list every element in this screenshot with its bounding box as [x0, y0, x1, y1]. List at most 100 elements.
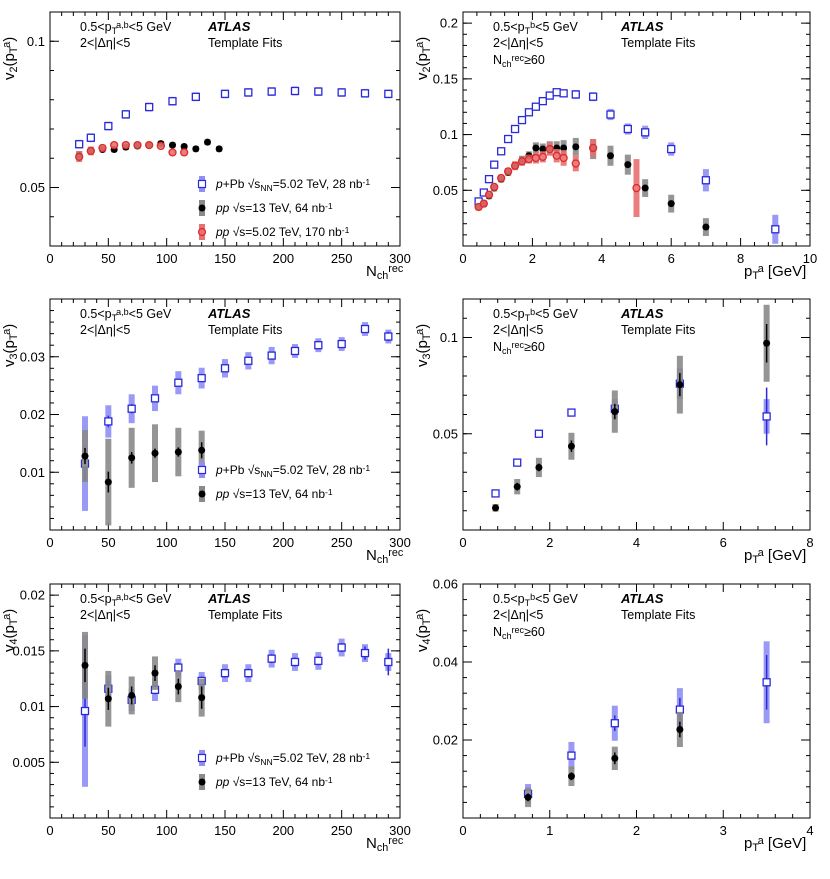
- template-fits-label: Template Fits: [208, 608, 282, 622]
- series-ppb: [75, 86, 393, 149]
- y-axis-title: v2(pTa): [414, 37, 433, 80]
- x-tick-label: 250: [331, 251, 353, 266]
- atlas-label: ATLAS: [620, 306, 664, 321]
- data-point: [484, 190, 494, 199]
- data-point: [667, 200, 675, 208]
- plot-frame: [462, 11, 811, 247]
- y-axis-title: v3(pTa): [1, 324, 20, 367]
- panel-v4-vs-nch: 0 50 100 150 200 250 300 0.005 0.01 0.015 0.02 Nchr…: [1, 583, 411, 854]
- data-point: [497, 147, 506, 156]
- data-point: [479, 199, 488, 208]
- data-point: [168, 148, 177, 157]
- data-point: [503, 167, 513, 176]
- data-point: [360, 648, 370, 658]
- x-tick-label: 6: [668, 251, 675, 266]
- sys-band: [181, 149, 188, 156]
- x-tick-label: 6: [720, 535, 727, 550]
- annotation-deta: 2<|Δη|<5: [493, 36, 543, 50]
- sys-band: [480, 200, 487, 207]
- x-tick-label: 0: [46, 535, 53, 550]
- data-point: [86, 133, 95, 142]
- data-point: [133, 140, 142, 150]
- legend: p+Pb √sNN=5.02 TeV, 28 nb-1 pp √s=13 TeV,…: [197, 176, 370, 240]
- data-point: [220, 668, 230, 678]
- data-point: [538, 96, 547, 106]
- data-point: [244, 88, 253, 97]
- series-ppb: [80, 322, 393, 511]
- x-tick-label: 50: [101, 251, 115, 266]
- data-point: [192, 145, 200, 153]
- x-tick-label: 250: [331, 823, 353, 838]
- data-point: [545, 91, 554, 100]
- x-tick-label: 150: [214, 823, 236, 838]
- annotation-nch: Nchrec≥60: [493, 340, 545, 356]
- data-point: [492, 504, 500, 512]
- x-tick-label: 300: [389, 251, 411, 266]
- series-ppb: [523, 641, 771, 804]
- legend-marker: [197, 753, 207, 763]
- x-tick-label: 0: [459, 251, 466, 266]
- atlas-label: ATLAS: [207, 306, 251, 321]
- y-tick-label: 0.15: [433, 71, 458, 86]
- data-point: [174, 378, 183, 387]
- legend-label-ppb: p+Pb √sNN=5.02 TeV, 28 nb-1: [215, 177, 370, 193]
- data-point: [559, 89, 568, 98]
- x-tick-label: 2: [633, 823, 640, 838]
- data-point: [314, 341, 323, 350]
- sys-band: [146, 142, 153, 149]
- sys-band: [590, 139, 597, 157]
- data-point: [641, 184, 649, 192]
- data-point: [762, 678, 771, 687]
- data-point: [510, 161, 520, 170]
- data-point: [204, 138, 211, 146]
- sys-band: [532, 152, 539, 164]
- data-point: [104, 478, 112, 486]
- y-tick-label: 0.015: [12, 643, 45, 658]
- data-point: [384, 657, 393, 667]
- y-tick-label: 0.04: [433, 655, 458, 670]
- y-tick-label: 0.03: [20, 349, 45, 364]
- panel-v4-vs-pt: 0 1 2 3 4 0.02 0.04 0.06 pTa [GeV] v4(pTa) 0.5<pTb…: [414, 577, 814, 855]
- data-point: [174, 663, 183, 672]
- x-tick-label: 100: [156, 251, 178, 266]
- panel-v2-vs-nch: 0 50 100 150 200 250 300 0.05 0.1 Nchrec v2(pTa) 0.…: [1, 11, 411, 282]
- y-axis-title: v2(pTa): [1, 37, 20, 80]
- x-tick-label: 4: [598, 251, 605, 266]
- data-point: [503, 134, 513, 144]
- data-point: [384, 89, 393, 99]
- data-point: [611, 408, 619, 416]
- x-tick-label: 1: [546, 823, 553, 838]
- annotation-pt-range: 0.5<pTb<5 GeV: [493, 592, 579, 608]
- data-point: [572, 143, 580, 151]
- y-tick-label: 0.02: [20, 407, 45, 422]
- x-tick-label: 4: [633, 535, 640, 550]
- data-point: [174, 448, 182, 456]
- legend-marker: [197, 465, 207, 475]
- data-point: [290, 86, 300, 96]
- data-point: [314, 656, 323, 666]
- data-point: [337, 88, 346, 97]
- y-tick-label: 0.005: [12, 755, 45, 770]
- sys-band: [498, 174, 505, 182]
- y-tick-label: 0.1: [440, 127, 458, 142]
- legend-label-pp502: pp √s=5.02 TeV, 170 nb-1: [215, 225, 350, 239]
- data-point: [267, 654, 276, 663]
- data-point: [127, 404, 136, 413]
- data-point: [360, 89, 370, 98]
- x-tick-label: 2: [546, 535, 553, 550]
- data-point: [571, 159, 580, 168]
- y-tick-label: 0.05: [433, 183, 458, 198]
- annotation-nch: Nchrec≥60: [493, 625, 545, 641]
- y-tick-label: 0.2: [440, 16, 458, 31]
- data-point: [156, 141, 165, 151]
- sys-band: [505, 168, 512, 175]
- legend-marker: [197, 179, 207, 189]
- x-tick-label: 200: [272, 823, 294, 838]
- annotation-pt-range: 0.5<pTa,b<5 GeV: [80, 592, 172, 608]
- data-point: [150, 394, 160, 403]
- data-point: [220, 89, 230, 99]
- x-axis-title: Nchrec: [366, 263, 404, 282]
- legend-marker: [198, 490, 206, 498]
- sys-band: [169, 149, 176, 156]
- x-axis-title: pTa [GeV]: [744, 263, 806, 282]
